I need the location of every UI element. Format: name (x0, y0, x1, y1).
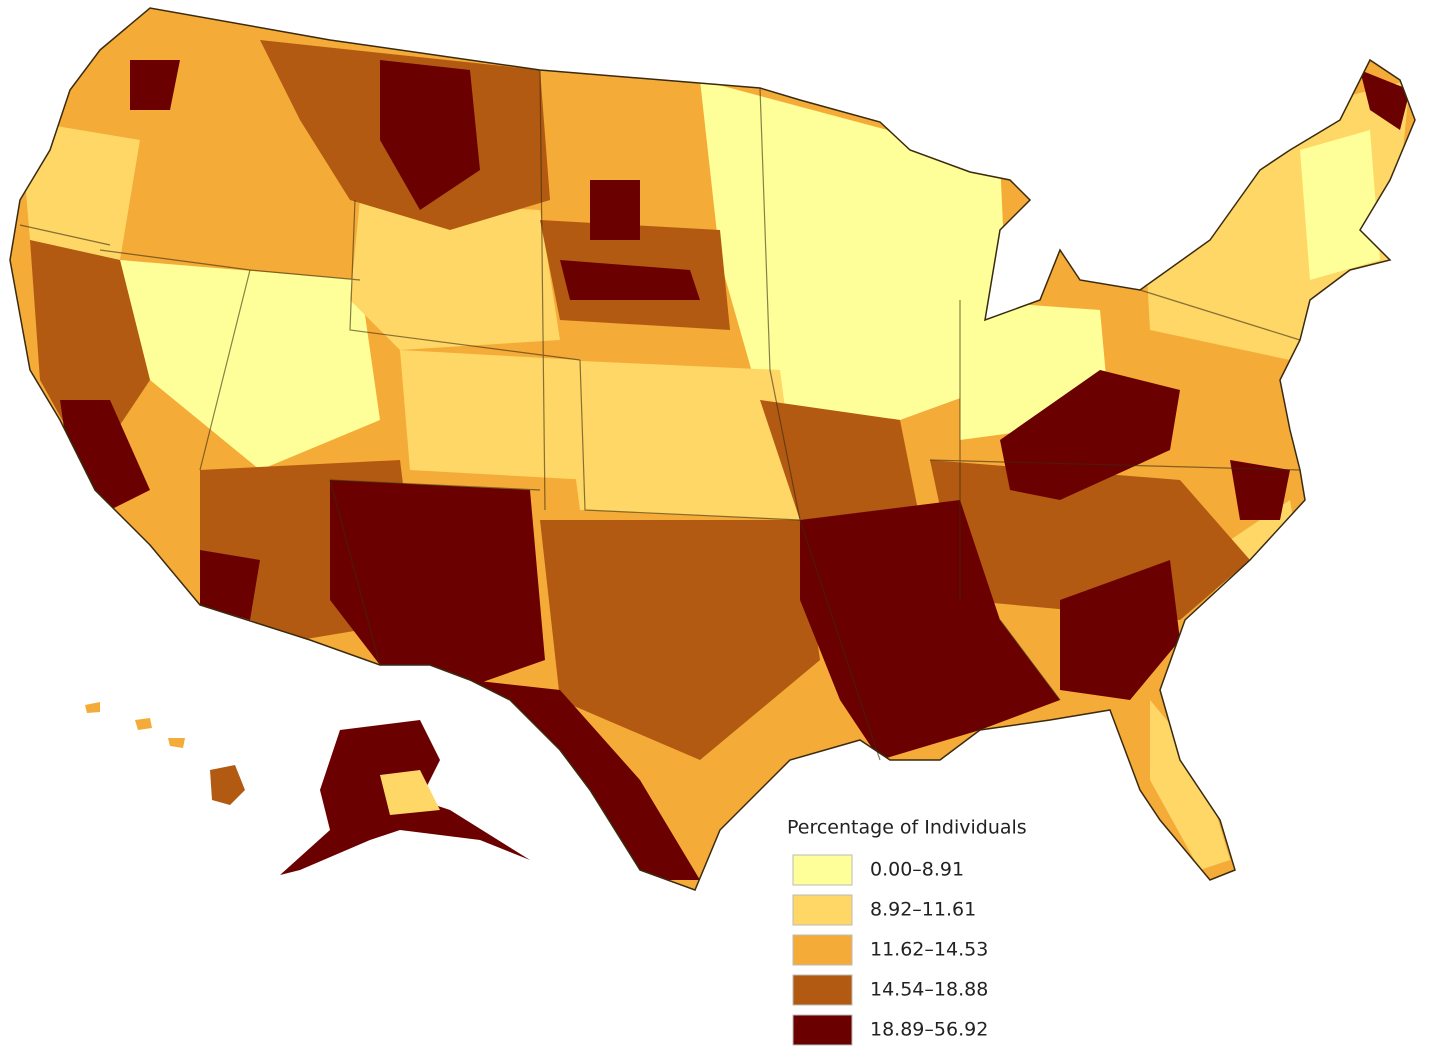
region (560, 360, 800, 520)
contiguous-us (9, 7, 1416, 891)
region (560, 260, 700, 300)
region (350, 200, 560, 350)
legend-label: 11.62–14.53 (870, 939, 988, 961)
hawaii (210, 765, 245, 805)
legend-swatch (792, 974, 853, 1006)
legend-label: 0.00–8.91 (870, 859, 964, 881)
legend-label: 18.89–56.92 (870, 1019, 988, 1041)
legend: Percentage of Individuals 0.00–8.91 8.92–… (787, 817, 1027, 1046)
region (120, 260, 380, 470)
region (1300, 130, 1380, 280)
hawaii-island (85, 702, 100, 713)
region (1150, 700, 1230, 870)
region (1230, 460, 1290, 520)
region (1140, 80, 1410, 360)
region (400, 350, 590, 480)
legend-label: 8.92–11.61 (870, 899, 976, 921)
region (590, 180, 640, 240)
region (760, 400, 920, 520)
region (20, 120, 140, 260)
legend-title: Percentage of Individuals (787, 817, 1027, 839)
region (800, 500, 1060, 760)
legend-swatch (792, 854, 853, 886)
region (1000, 370, 1180, 500)
state-border (19, 69, 1301, 761)
alaska-region (380, 770, 440, 815)
county-regions (20, 40, 1410, 880)
region (330, 480, 545, 690)
region (30, 240, 150, 470)
region (380, 60, 480, 210)
hawaii-island (168, 738, 185, 748)
hawaii-island (135, 718, 152, 730)
region (700, 80, 1010, 420)
legend-label: 14.54–18.88 (870, 979, 988, 1001)
legend-swatch (792, 894, 853, 926)
region (540, 520, 820, 760)
region (200, 550, 260, 620)
legend-swatch (792, 1014, 853, 1046)
legend-swatch (792, 934, 853, 966)
region (1060, 560, 1180, 700)
region (130, 60, 180, 110)
region (1360, 70, 1410, 130)
